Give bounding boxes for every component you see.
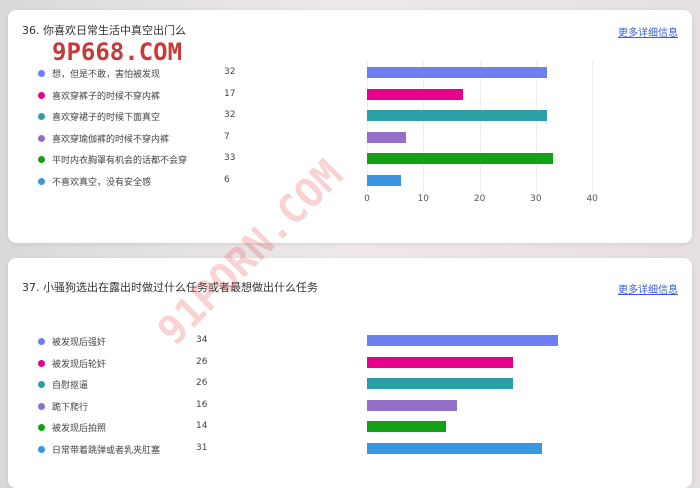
option-count: 6: [224, 174, 230, 185]
chart-bar: [367, 335, 559, 346]
option-row: 喜欢穿裙子的时候下面真空 32: [8, 107, 692, 127]
option-row: 平时内衣胸罩有机会的话都不会穿 33: [8, 150, 692, 170]
option-count: 7: [224, 131, 230, 142]
chart-bar: [367, 131, 407, 143]
option-row: 喜欢穿瑜伽裤的时候不穿内裤 7: [8, 129, 692, 149]
option-count: 34: [196, 335, 208, 345]
legend-dot: [38, 156, 45, 163]
legend-dot: [38, 381, 45, 388]
more-details-link[interactable]: 更多详细信息: [618, 285, 678, 296]
option-label: 喜欢穿裙子的时候下面真空: [52, 113, 161, 123]
legend-dot: [38, 402, 45, 410]
option-row: 不喜欢真空，没有安全感 6: [8, 172, 692, 192]
option-label: 被发现后强奸: [52, 338, 107, 348]
option-label: 被发现后拍照: [52, 424, 107, 434]
option-row: 自慰抠逼 26: [8, 375, 692, 395]
legend-dot: [38, 113, 45, 120]
gridline: [592, 60, 594, 192]
chart-bar: [367, 153, 553, 164]
option-count: 32: [224, 67, 236, 77]
option-count: 31: [196, 442, 208, 453]
option-label: 喜欢穿瑜伽裤的时候不穿内裤: [52, 134, 170, 145]
option-row: 被发现后轮奸 26: [8, 354, 692, 374]
option-row: 被发现后强奸 34: [8, 332, 692, 352]
option-row: 想，但是不敢，害怕被发现 32: [8, 64, 692, 84]
option-label: 喜欢穿裤子的时候不穿内裤: [52, 91, 161, 102]
option-label: 日常带着跳弹或者乳夹肛塞: [52, 445, 161, 456]
option-count: 17: [224, 88, 236, 99]
option-count: 32: [224, 110, 236, 120]
gridline: [367, 60, 368, 192]
legend-dot: [38, 177, 45, 185]
option-label: 想，但是不敢，害怕被发现: [52, 70, 161, 80]
x-tick-label: 20: [473, 194, 486, 204]
option-row: 喜欢穿裤子的时候不穿内裤 17: [8, 86, 692, 106]
legend-dot: [38, 424, 45, 431]
legend-dot: [38, 134, 45, 142]
option-count: 14: [196, 421, 208, 431]
gridline: [423, 60, 425, 192]
legend-dot: [38, 91, 45, 99]
x-tick-label: 40: [586, 194, 598, 204]
option-count: 26: [196, 378, 208, 388]
x-tick-label: 0: [364, 194, 370, 204]
option-label: 不喜欢真空，没有安全感: [52, 177, 152, 188]
option-row: 跪下爬行 16: [8, 397, 692, 417]
option-count: 16: [196, 399, 208, 410]
chart-bar: [367, 174, 401, 186]
chart-bar: [367, 110, 548, 121]
option-label: 平时内衣胸罩有机会的话都不会穿: [52, 156, 188, 166]
chart-bar: [367, 88, 463, 100]
option-count: 26: [196, 356, 208, 367]
option-row: 被发现后拍照 14: [8, 418, 692, 438]
question-title: 37. 小骚狗选出在露出时做过什么任务或者最想做出什么任务: [22, 281, 318, 294]
question-card-36: 36. 你喜欢日常生活中真空出门么 更多详细信息 0 10 20 30 40 想，但是不…: [8, 10, 692, 243]
legend-dot: [38, 70, 45, 77]
option-label: 被发现后轮奸: [52, 359, 107, 370]
question-card-37: 37. 小骚狗选出在露出时做过什么任务或者最想做出什么任务 更多详细信息 被发现…: [8, 258, 692, 488]
chart-bar: [367, 356, 514, 368]
x-tick-label: 30: [530, 194, 542, 204]
legend-dot: [38, 338, 45, 345]
gridline: [479, 60, 481, 192]
question-title: 36. 你喜欢日常生活中真空出门么: [22, 24, 186, 37]
chart-bar: [367, 67, 548, 78]
option-label: 自慰抠逼: [52, 381, 89, 391]
chart-bar: [367, 442, 542, 454]
legend-dot: [38, 359, 45, 367]
gridline: [535, 60, 537, 192]
more-details-link[interactable]: 更多详细信息: [618, 28, 678, 39]
x-tick-label: 10: [417, 194, 430, 204]
legend-dot: [38, 445, 45, 453]
chart-bar: [367, 421, 446, 432]
chart-bar: [367, 399, 458, 411]
chart-bar: [367, 378, 514, 389]
option-count: 33: [224, 153, 236, 163]
option-label: 跪下爬行: [52, 402, 89, 413]
option-row: 日常带着跳弹或者乳夹肛塞 31: [8, 440, 692, 460]
